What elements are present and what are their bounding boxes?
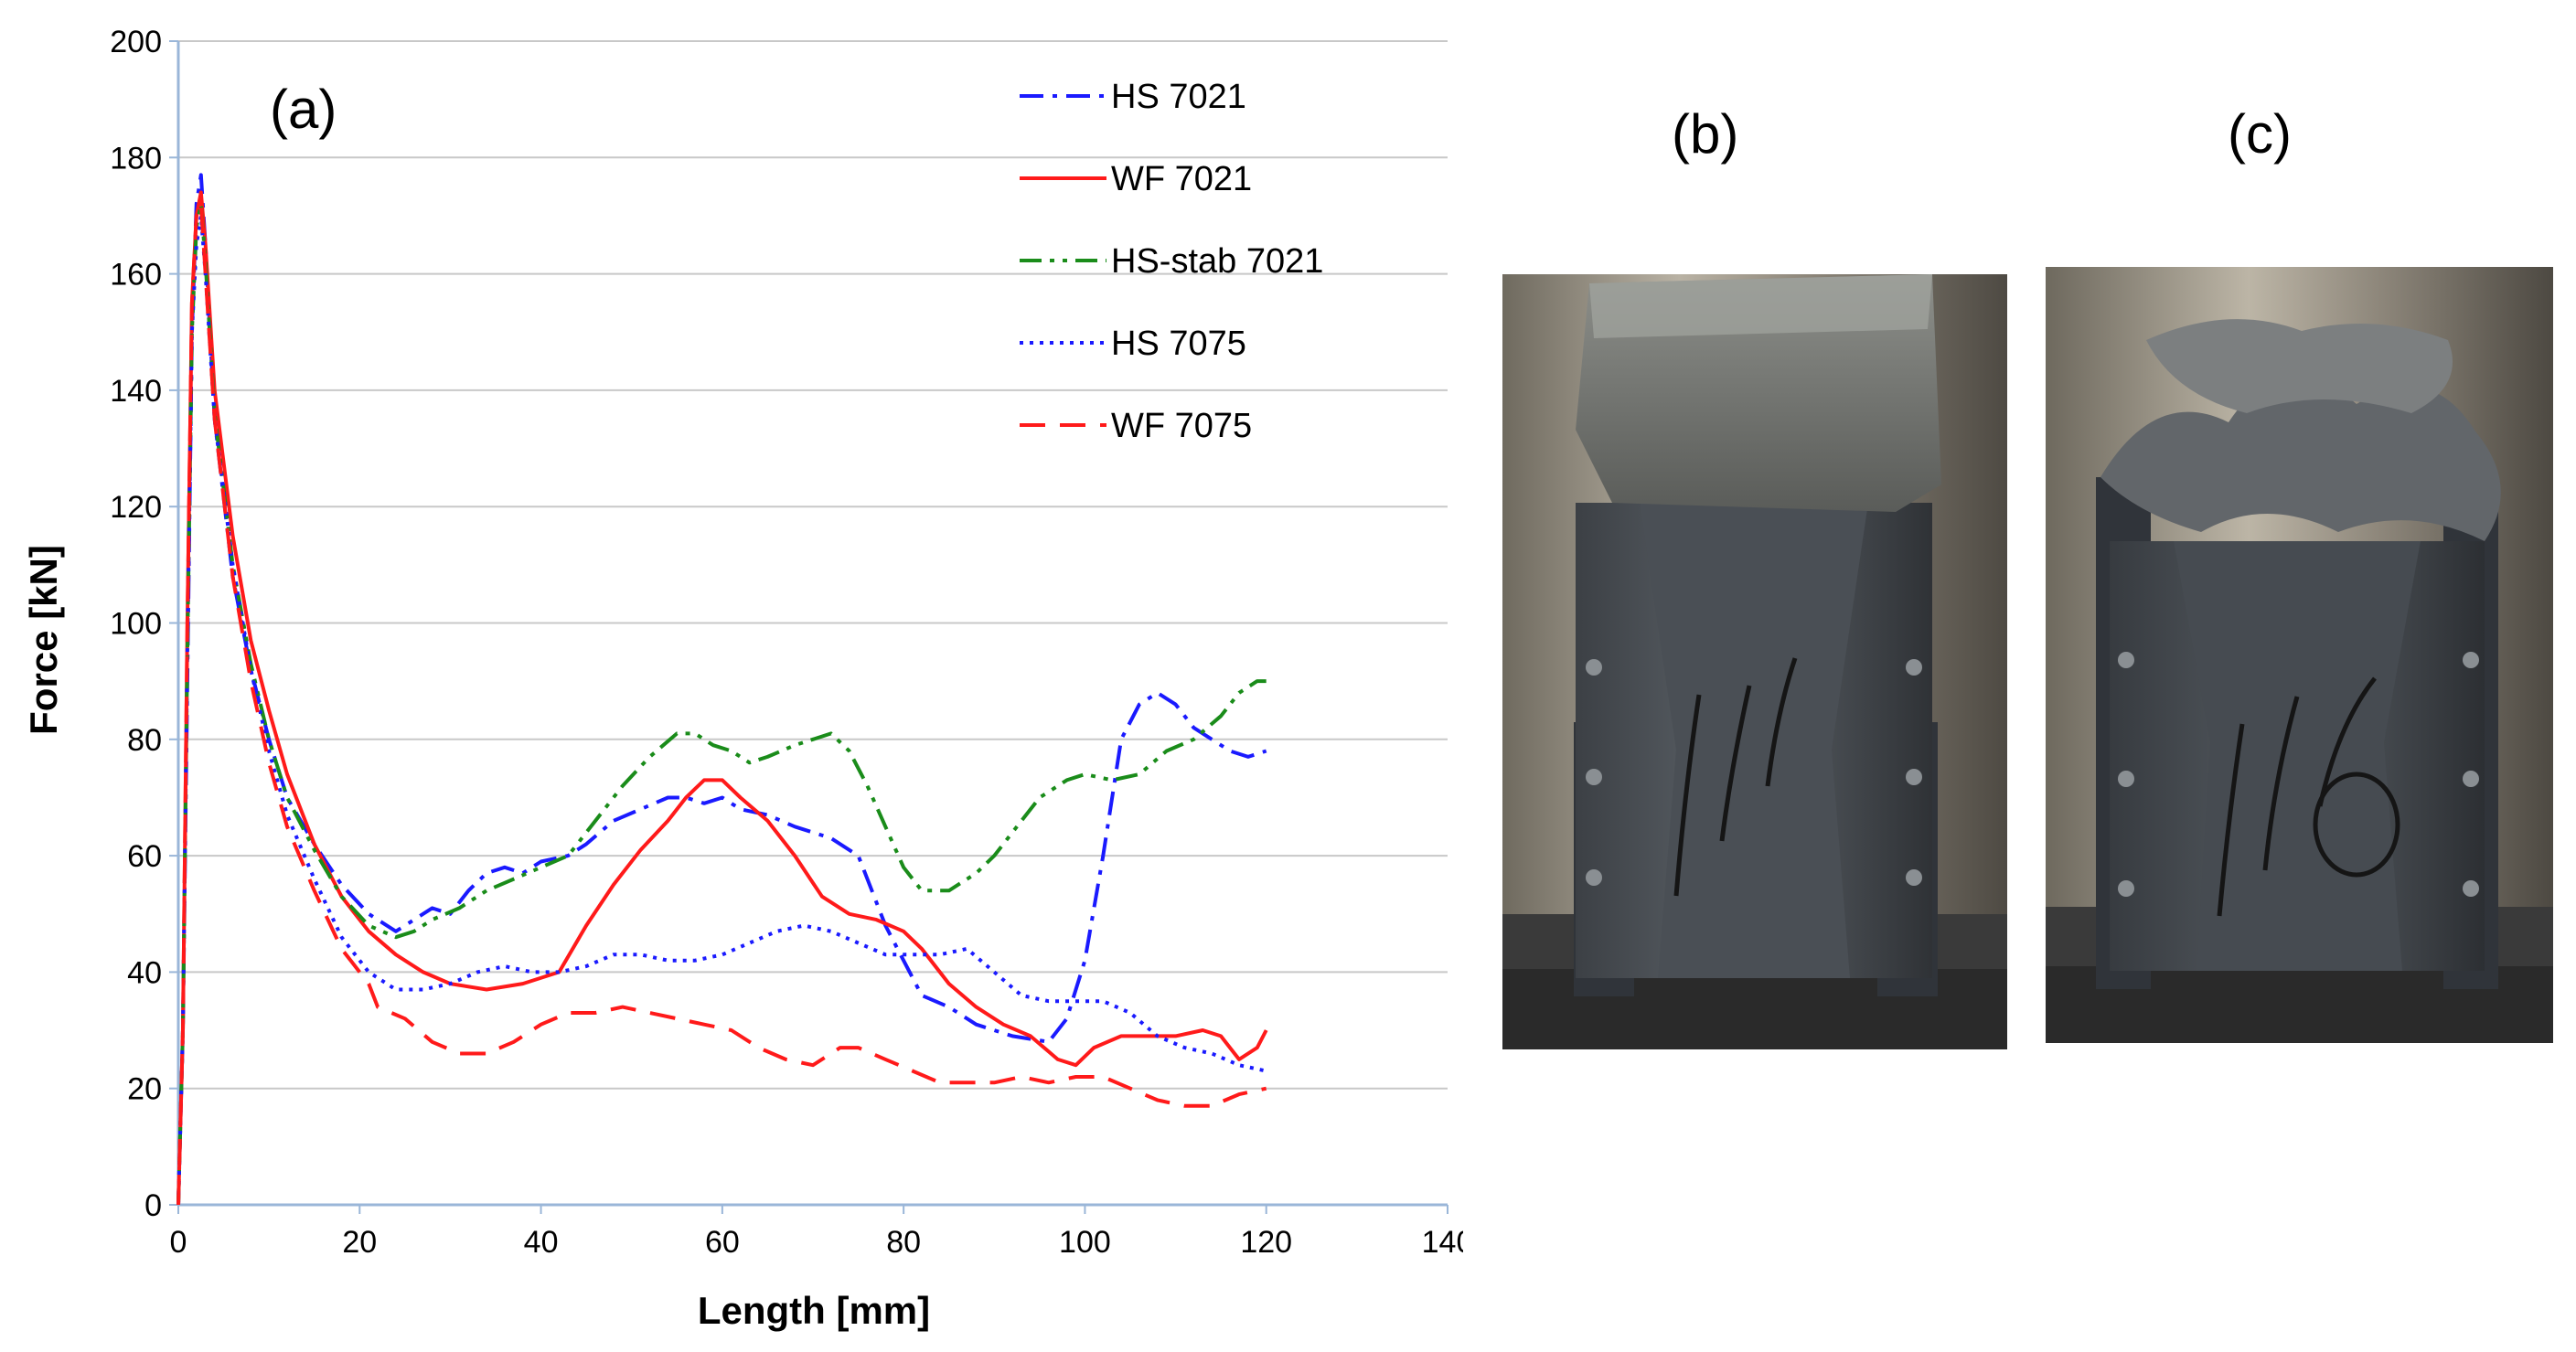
- legend: HS 7021 WF 7021 HS-stab 7021 HS 7075 WF 7075: [1020, 78, 1323, 445]
- legend-entry: WF 7021: [1111, 160, 1252, 198]
- force-length-chart: 0 20 40 60 80 100 120 140 160 180 200 0 20 40 60 80 100 1…: [22, 25, 1463, 1332]
- x-tick-label: 20: [342, 1225, 377, 1260]
- specimen-image-c: [2046, 267, 2553, 1043]
- crushed-specimen-photo-b: [1502, 274, 2007, 1049]
- series-lines: [176, 173, 1268, 1206]
- legend-entry: HS 7075: [1111, 325, 1246, 363]
- y-tick-label: 20: [127, 1072, 162, 1107]
- legend-entry: HS-stab 7021: [1111, 242, 1323, 281]
- y-tick-label: 100: [110, 607, 162, 642]
- x-tick-label: 100: [1059, 1225, 1111, 1260]
- specimen-image-b: [1502, 274, 2007, 1049]
- series-line-hs-7021: [176, 173, 1267, 1206]
- gridlines: [178, 40, 1448, 1090]
- x-tick-label: 40: [524, 1225, 559, 1260]
- panel-label-a: (a): [270, 79, 337, 140]
- x-tick-label: 140: [1422, 1225, 1463, 1260]
- legend-entry: WF 7075: [1111, 407, 1252, 445]
- y-tick-label: 80: [127, 723, 162, 758]
- y-tick-label: 0: [144, 1188, 162, 1223]
- series-line-hs-stab-7021: [176, 202, 1267, 1206]
- y-axis-title: Force [kN]: [22, 545, 65, 735]
- y-tick-label: 140: [110, 374, 162, 409]
- y-tick-label: 120: [110, 490, 162, 525]
- axes: 0 20 40 60 80 100 120 140 160 180 200 0 20 40 60 80 100 1…: [110, 25, 1463, 1260]
- legend-entry: HS 7021: [1111, 78, 1246, 116]
- y-tick-label: 160: [110, 258, 162, 293]
- series-line-wf-7075: [176, 202, 1267, 1206]
- x-tick-label: 0: [170, 1225, 187, 1260]
- x-tick-label: 80: [886, 1225, 921, 1260]
- x-axis-title: Length [mm]: [698, 1289, 930, 1332]
- panel-label-c: (c): [2228, 103, 2292, 165]
- y-tick-label: 40: [127, 955, 162, 990]
- crushed-specimen-photo-c: [2046, 267, 2553, 1043]
- x-tick-label: 60: [705, 1225, 740, 1260]
- x-tick-label: 120: [1240, 1225, 1292, 1260]
- y-tick-label: 200: [110, 25, 162, 59]
- y-tick-label: 60: [127, 839, 162, 874]
- y-tick-label: 180: [110, 141, 162, 176]
- panel-label-b: (b): [1672, 103, 1739, 165]
- series-line-wf-7021: [176, 190, 1268, 1206]
- series-line-hs-7075: [176, 214, 1267, 1206]
